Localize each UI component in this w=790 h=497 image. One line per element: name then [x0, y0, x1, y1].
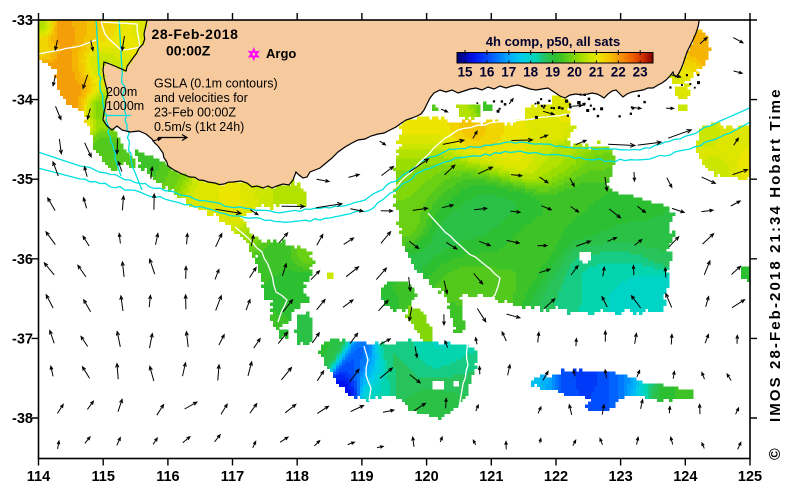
svg-text:120: 120 — [414, 469, 438, 485]
svg-text:28-Feb-2018: 28-Feb-2018 — [152, 26, 239, 42]
svg-text:119: 119 — [350, 469, 373, 485]
svg-text:17: 17 — [501, 65, 516, 80]
svg-text:124: 124 — [673, 469, 697, 485]
svg-text:00:00Z: 00:00Z — [166, 43, 211, 59]
svg-text:0.5m/s (1kt 24h): 0.5m/s (1kt 24h) — [154, 120, 244, 134]
svg-text:15: 15 — [457, 65, 473, 80]
svg-text:18: 18 — [523, 65, 539, 80]
svg-text:19: 19 — [545, 65, 560, 80]
svg-text:and velocities for: and velocities for — [154, 91, 248, 105]
svg-text:23-Feb 00:00Z: 23-Feb 00:00Z — [154, 106, 236, 120]
svg-text:21: 21 — [589, 65, 605, 80]
svg-text:125: 125 — [738, 469, 762, 485]
svg-text:22: 22 — [611, 65, 626, 80]
svg-text:20: 20 — [567, 65, 582, 80]
svg-text:114: 114 — [27, 469, 50, 485]
svg-text:123: 123 — [608, 469, 632, 485]
svg-text:23: 23 — [633, 65, 649, 80]
svg-text:IMOS 28-Feb-2018 21:34 Hobart: IMOS 28-Feb-2018 21:34 Hobart Time — [767, 87, 784, 422]
svg-text:4h comp, p50, all sats: 4h comp, p50, all sats — [486, 34, 620, 49]
svg-text:121: 121 — [479, 469, 503, 485]
svg-text:115: 115 — [91, 469, 114, 485]
svg-text:-36: -36 — [12, 252, 33, 268]
svg-text:118: 118 — [285, 469, 308, 485]
svg-text:16: 16 — [479, 65, 495, 80]
svg-text:200m: 200m — [106, 85, 137, 99]
svg-text:1000m: 1000m — [106, 99, 144, 113]
svg-text:122: 122 — [544, 469, 568, 485]
svg-text:116: 116 — [156, 469, 179, 485]
svg-text:-38: -38 — [12, 411, 33, 427]
svg-text:-33: -33 — [12, 13, 33, 29]
svg-text:©: © — [767, 448, 784, 460]
svg-text:Argo: Argo — [266, 46, 296, 61]
svg-text:GSLA (0.1m contours): GSLA (0.1m contours) — [154, 77, 278, 91]
svg-text:-37: -37 — [12, 331, 33, 347]
svg-text:-34: -34 — [12, 93, 33, 109]
svg-text:117: 117 — [221, 469, 244, 485]
svg-text:-35: -35 — [12, 172, 33, 188]
